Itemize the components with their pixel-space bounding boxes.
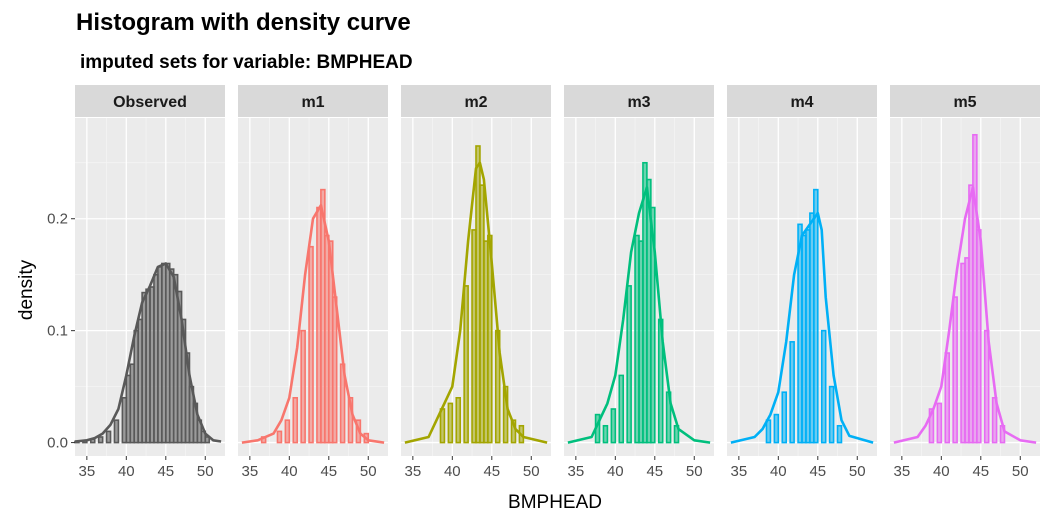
histogram-bar [773,413,780,444]
facet-strip-label: m4 [790,94,813,111]
histogram-bar [105,430,112,444]
x-tick-label: 50 [523,463,540,480]
x-tick-label: 35 [893,463,910,480]
x-tick-label: 45 [646,463,663,480]
x-tick-label: 40 [770,463,787,480]
facet-strip-label: m3 [627,94,650,111]
facet-panel-m4: m4 35 40 45 50 [727,85,877,480]
x-tick-label: 35 [404,463,421,480]
x-tick-label: 35 [78,463,95,480]
facet-strip [890,85,1040,117]
histogram-bar [820,329,827,444]
histogram-bar [308,245,314,444]
x-tick-label: 50 [849,463,866,480]
histogram-bar [284,419,291,444]
facet-strip [401,85,551,117]
facet-panel-m2: m2 35 40 45 50 [401,85,551,480]
histogram-bar [976,229,982,444]
facet-strip [564,85,714,117]
histogram-bar [781,391,788,444]
histogram-bar [300,329,306,444]
histogram-bar [836,424,843,444]
facet-strip-label: m2 [464,94,487,111]
x-tick-label: 50 [1012,463,1029,480]
x-tick-label: 40 [281,463,298,480]
facet-strip [75,85,225,117]
histogram-bar [828,385,835,444]
histogram-bar [650,206,656,444]
x-tick-label: 45 [320,463,337,480]
histogram-bar [204,436,211,444]
chart-title: Histogram with density curve [76,9,411,36]
histogram-bar [276,430,283,444]
y-axis-title: density [16,259,37,320]
density-curve [893,186,1037,444]
density-curve [241,204,385,444]
x-tick-label: 35 [730,463,747,480]
x-axis-title: BMPHEAD [508,492,602,513]
histogram-bar [113,419,120,444]
x-tick-label: 45 [483,463,500,480]
y-tick-label: 0.2 [47,211,68,228]
facet-strip [727,85,877,117]
x-tick-label: 40 [444,463,461,480]
facet-panels: Observed 35 40 45 50 m1 35 40 45 50 m2 35 40 45 50 m3 35… [74,85,1040,480]
histogram-bar [463,285,469,444]
x-tick-label: 45 [809,463,826,480]
histogram-bar [455,397,462,444]
histogram-bar [944,352,951,444]
histogram-bar [813,188,819,444]
facet-strip-label: m1 [301,94,324,111]
facet-strip-label: m5 [953,94,976,111]
x-tick-label: 50 [197,463,214,480]
histogram-bar [447,402,454,444]
density-curve [567,186,711,444]
x-tick-label: 45 [972,463,989,480]
facet-panel-m3: m3 35 40 45 50 [564,85,714,480]
x-tick-label: 40 [607,463,624,480]
x-tick-label: 35 [567,463,584,480]
facet-panel-observed: Observed 35 40 45 50 [74,85,225,480]
histogram-bar [789,341,795,444]
histogram-bar [439,408,446,444]
histogram-bar [936,402,943,444]
facet-strip-label: Observed [113,94,187,111]
facet-strip [238,85,388,117]
facet-panel-m1: m1 35 40 45 50 [238,85,388,480]
x-tick-label: 50 [360,463,377,480]
facet-panel-m5: m5 35 40 45 50 [890,85,1040,480]
histogram-bar [331,296,338,444]
histogram-bar [97,436,104,444]
density-curve [730,211,874,444]
histogram-bar [602,424,609,444]
chart-subtitle: imputed sets for variable: BMPHEAD [80,52,413,73]
histogram-bar [618,374,625,444]
histogram-bar [610,408,617,444]
y-tick-label: 0.1 [47,323,68,340]
histogram-bar [626,285,632,444]
y-tick-label: 0.0 [47,435,68,452]
density-curve [74,262,222,443]
x-tick-label: 40 [933,463,950,480]
x-tick-label: 40 [118,463,135,480]
histogram-bar [928,408,935,444]
histogram-bar [983,329,990,444]
x-tick-label: 45 [157,463,174,480]
x-tick-label: 35 [241,463,258,480]
histogram-bar [765,419,772,444]
x-tick-label: 50 [686,463,703,480]
histogram-bar [952,296,958,444]
histogram-bar [292,397,299,444]
histogram-bar [347,397,354,444]
histogram-bar [510,419,517,444]
density-curve [404,161,548,444]
y-axis: 0.0 0.1 0.2 [47,211,75,452]
